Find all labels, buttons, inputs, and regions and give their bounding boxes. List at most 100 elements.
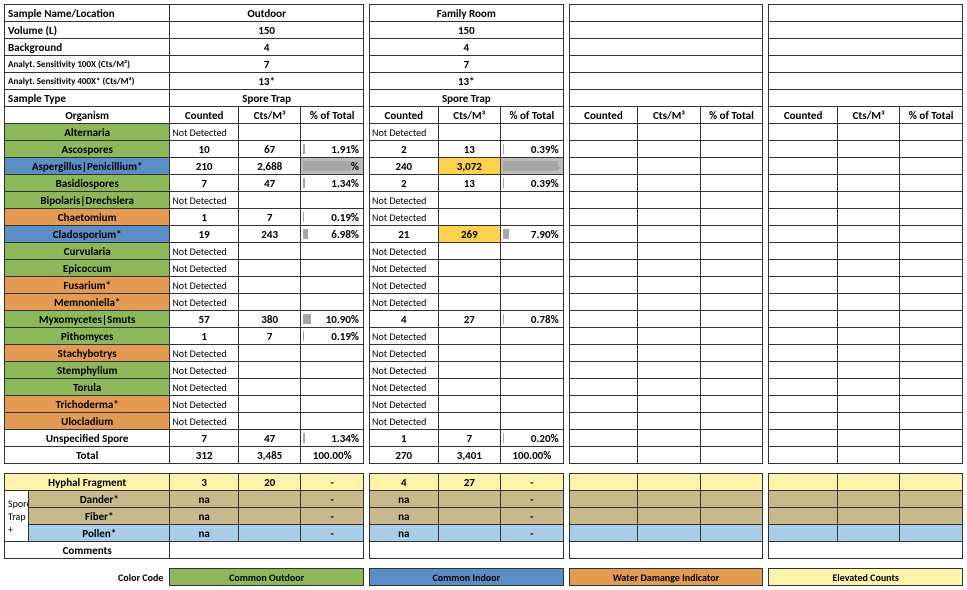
extra-pct <box>700 474 763 491</box>
header-value <box>769 56 963 73</box>
legend-label: Color Code <box>5 569 170 586</box>
col-header-pct: % of Total <box>700 107 763 124</box>
extra-counted: 4 <box>370 474 439 491</box>
extra-counted: na <box>370 491 439 508</box>
header-label: Sample Name/Location <box>5 5 170 22</box>
organism-name: Unspecified Spore <box>5 430 170 447</box>
extra-cts <box>837 508 900 525</box>
total-label: Total <box>5 447 170 464</box>
col-header-counted: Counted <box>370 107 439 124</box>
extra-pct: - <box>301 508 364 525</box>
cts-value: 243 <box>238 226 301 243</box>
counted-value: 57 <box>170 311 239 328</box>
header-value: 4 <box>370 39 564 56</box>
not-detected: Not Detected <box>370 243 439 260</box>
extra-cts <box>837 474 900 491</box>
header-value: Family Room <box>370 5 564 22</box>
not-detected: Not Detected <box>370 413 439 430</box>
pct-value: 0.19% <box>301 328 364 345</box>
pct-value: 0.39% <box>501 141 564 158</box>
extra-pct: - <box>301 474 364 491</box>
not-detected: Not Detected <box>170 379 239 396</box>
legend-item: Water Damange Indicator <box>569 569 763 586</box>
header-value <box>569 22 763 39</box>
pct-value: 1.34% <box>301 430 364 447</box>
extra-counted <box>769 525 838 542</box>
extra-cts <box>638 508 701 525</box>
extra-cts <box>438 525 501 542</box>
not-detected: Not Detected <box>170 260 239 277</box>
organism-name: Pithomyces <box>5 328 170 345</box>
extra-counted <box>769 491 838 508</box>
col-header-counted: Counted <box>170 107 239 124</box>
col-header-cts: Cts/M³ <box>438 107 501 124</box>
organism-name: Stachybotrys <box>5 345 170 362</box>
pct-value: 1.91% <box>301 141 364 158</box>
counted-value: 21 <box>370 226 439 243</box>
legend-item: Common Outdoor <box>170 569 364 586</box>
extra-row-name: Hyphal Fragment <box>5 474 170 491</box>
header-value: 150 <box>170 22 364 39</box>
pct-value: 0.20% <box>501 430 564 447</box>
header-label: Background <box>5 39 170 56</box>
organism-name: Aspergillus|Penicillium* <box>5 158 170 175</box>
header-value <box>569 39 763 56</box>
extra-pct: - <box>501 491 564 508</box>
header-value <box>769 5 963 22</box>
extra-row-name: Fiber* <box>29 508 170 525</box>
not-detected: Not Detected <box>370 209 439 226</box>
header-value: 150 <box>370 22 564 39</box>
not-detected: Not Detected <box>170 192 239 209</box>
not-detected: Not Detected <box>370 294 439 311</box>
counted-value: 2 <box>370 175 439 192</box>
extra-pct <box>900 491 963 508</box>
not-detected: Not Detected <box>170 124 239 141</box>
report-table: Sample Name/LocationOutdoorFamily RoomVo… <box>4 4 963 586</box>
header-label: Volume (L) <box>5 22 170 39</box>
col-header-pct: % of Total <box>501 107 564 124</box>
extra-counted <box>569 525 638 542</box>
organism-name: Basidiospores <box>5 175 170 192</box>
header-value <box>769 73 963 90</box>
header-label: Sample Type <box>5 90 170 107</box>
extra-pct: - <box>301 525 364 542</box>
not-detected: Not Detected <box>170 362 239 379</box>
header-value <box>769 90 963 107</box>
cts-value: 67 <box>238 141 301 158</box>
cts-value: 380 <box>238 311 301 328</box>
organism-name: Ascospores <box>5 141 170 158</box>
organism-name: Alternaria <box>5 124 170 141</box>
header-value: 13* <box>370 73 564 90</box>
organism-name: Memnoniella* <box>5 294 170 311</box>
not-detected: Not Detected <box>370 328 439 345</box>
cts-value: 27 <box>438 311 501 328</box>
pct-value: 77.14% <box>301 158 364 175</box>
extra-pct <box>900 474 963 491</box>
extra-cts <box>438 491 501 508</box>
legend-item: Elevated Counts <box>769 569 963 586</box>
extra-pct: - <box>501 508 564 525</box>
extra-pct <box>700 508 763 525</box>
header-value <box>569 73 763 90</box>
cts-value: 47 <box>238 175 301 192</box>
extra-counted: 3 <box>170 474 239 491</box>
extra-cts <box>238 491 301 508</box>
header-value <box>569 56 763 73</box>
total-counted: 312 <box>170 447 239 464</box>
organism-name: Stemphylium <box>5 362 170 379</box>
pct-value: 10.90% <box>301 311 364 328</box>
extra-cts <box>238 508 301 525</box>
cts-value: 2,688 <box>238 158 301 175</box>
total-pct: 100.00% <box>301 447 364 464</box>
not-detected: Not Detected <box>370 379 439 396</box>
extra-counted <box>769 474 838 491</box>
extra-pct <box>900 525 963 542</box>
cts-value: 7 <box>238 209 301 226</box>
extra-pct <box>700 491 763 508</box>
counted-value: 7 <box>170 430 239 447</box>
not-detected: Not Detected <box>370 260 439 277</box>
counted-value: 1 <box>170 328 239 345</box>
header-value: 7 <box>370 56 564 73</box>
not-detected: Not Detected <box>170 345 239 362</box>
col-header-cts: Cts/M³ <box>238 107 301 124</box>
